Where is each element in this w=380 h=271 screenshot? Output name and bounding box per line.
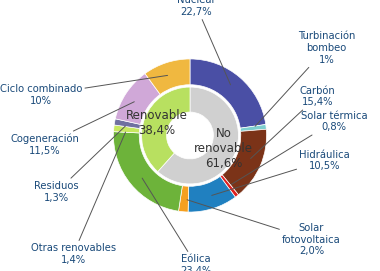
Text: Ciclo combinado
10%: Ciclo combinado 10% xyxy=(0,75,168,106)
Wedge shape xyxy=(158,87,238,184)
Text: Cogeneración
11,5%: Cogeneración 11,5% xyxy=(10,102,134,156)
Wedge shape xyxy=(188,176,235,212)
Text: Carbón
15,4%: Carbón 15,4% xyxy=(251,86,335,159)
Wedge shape xyxy=(220,175,238,197)
Wedge shape xyxy=(240,124,266,131)
Text: Solar térmica
0,8%: Solar térmica 0,8% xyxy=(231,111,367,184)
Text: Nuclear
22,7%: Nuclear 22,7% xyxy=(177,0,231,85)
Text: Hidráulica
10,5%: Hidráulica 10,5% xyxy=(212,150,350,195)
Wedge shape xyxy=(115,73,160,124)
Wedge shape xyxy=(142,87,190,172)
Wedge shape xyxy=(114,132,182,211)
Text: Turbinación
bombeo
1%: Turbinación bombeo 1% xyxy=(255,31,355,126)
Wedge shape xyxy=(179,186,189,212)
Text: No
renovable
61,6%: No renovable 61,6% xyxy=(194,127,253,170)
Text: Eólica
23,4%: Eólica 23,4% xyxy=(142,178,212,271)
Text: Renovable
38,4%: Renovable 38,4% xyxy=(125,109,187,137)
Text: Solar
fotovoltaica
2,0%: Solar fotovoltaica 2,0% xyxy=(187,200,341,256)
Wedge shape xyxy=(114,125,140,133)
Text: Residuos
1,3%: Residuos 1,3% xyxy=(35,126,125,202)
Wedge shape xyxy=(190,59,266,128)
Wedge shape xyxy=(222,129,266,195)
Wedge shape xyxy=(145,59,190,94)
Text: Otras renovables
1,4%: Otras renovables 1,4% xyxy=(31,132,125,265)
Wedge shape xyxy=(114,119,141,128)
